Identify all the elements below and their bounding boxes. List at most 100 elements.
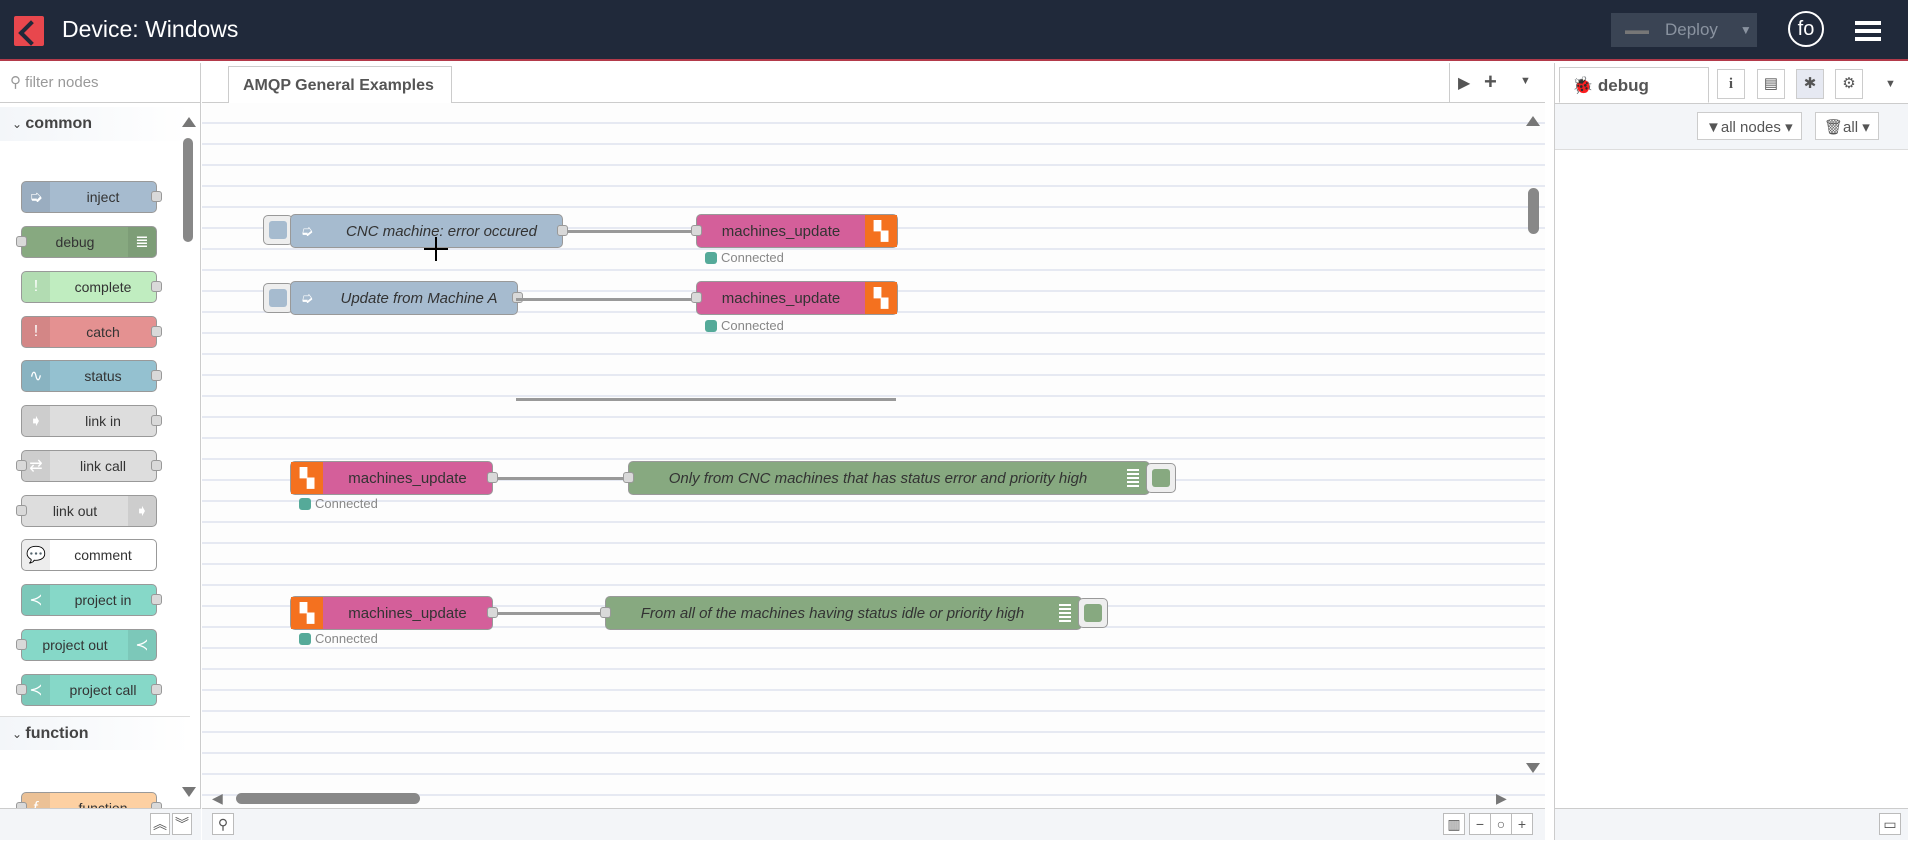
scroll-tabs-right-icon[interactable]: ▶ [1458, 75, 1471, 92]
input-port[interactable] [691, 292, 702, 303]
zoom-in-icon[interactable]: + [1511, 813, 1533, 835]
palette-node-project-in[interactable]: ≺ project in [21, 584, 162, 616]
inject-trigger-button[interactable] [263, 283, 293, 313]
scroll-down-icon[interactable] [182, 787, 196, 797]
bug-icon: 🐞 [1572, 76, 1598, 95]
input-port[interactable] [600, 607, 611, 618]
amqp-in-node[interactable]: ▚ machines_update [290, 461, 498, 495]
search-icon[interactable]: ⚲ [212, 813, 234, 835]
arrow-right-icon: ➭ [299, 290, 313, 307]
app-title: Device: Windows [62, 16, 239, 42]
input-port[interactable] [691, 225, 702, 236]
flow-canvas[interactable]: ➭ CNC machine: error occured machines_up… [202, 103, 1545, 808]
palette-node-project-call[interactable]: ≺ project call [16, 674, 162, 706]
output-port[interactable] [557, 225, 568, 236]
inject-trigger-button[interactable] [263, 215, 293, 245]
canvas-horizontal-scrollbar[interactable] [236, 793, 420, 804]
arrow-right-icon: ➭ [22, 182, 50, 212]
collapse-all-icon[interactable]: ︽ [150, 813, 170, 835]
category-common[interactable]: ⌄ common [0, 107, 190, 141]
pulse-icon: ∿ [22, 361, 50, 391]
trash-icon: 🗑 [1824, 119, 1844, 136]
debug-toggle-button[interactable] [1078, 598, 1108, 628]
tab-debug[interactable]: 🐞 debug [1559, 67, 1709, 103]
link-in-icon: ➧ [22, 406, 50, 436]
header: Device: Windows ▬▬ Deploy ▼ fo [0, 0, 1908, 61]
clear-label: all [1843, 119, 1859, 136]
category-label: common [25, 115, 93, 132]
deploy-button[interactable]: ▬▬ Deploy ▼ [1611, 13, 1757, 47]
zoom-reset-icon[interactable]: ○ [1490, 813, 1512, 835]
scroll-down-icon[interactable] [1526, 763, 1540, 773]
deploy-label: Deploy [1665, 20, 1718, 39]
status-dot-icon [299, 497, 311, 510]
output-port[interactable] [512, 292, 523, 303]
palette-node-link-out[interactable]: link out ➧ [16, 495, 157, 527]
input-port [16, 639, 27, 650]
book-icon[interactable]: ▤ [1757, 69, 1785, 99]
output-port [151, 281, 162, 292]
map-icon[interactable]: ▥ [1443, 813, 1465, 835]
palette-node-link-in[interactable]: ➧ link in [21, 405, 162, 437]
palette-node-status[interactable]: ∿ status [21, 360, 162, 392]
exclamation-icon: ! [22, 317, 50, 347]
palette-node-link-call[interactable]: ⇄ link call [16, 450, 162, 482]
node-label: comment [74, 547, 132, 563]
debug-node[interactable]: Only from CNC machines that has status e… [623, 461, 1150, 495]
palette-node-debug[interactable]: debug ≣ [16, 226, 157, 258]
node-label: debug [55, 234, 95, 250]
caret-down-icon[interactable]: ▼ [1739, 23, 1752, 37]
palette-node-complete[interactable]: ! complete [21, 271, 162, 303]
output-port[interactable] [487, 607, 498, 618]
deploy-icon: ▬▬ [1625, 23, 1649, 37]
clear-messages-button[interactable]: 🗑all ▾ [1815, 112, 1879, 140]
palette-node-inject[interactable]: ➭ inject [21, 181, 162, 213]
inject-node[interactable]: ➭ CNC machine: error occured [290, 214, 568, 248]
amqp-out-node[interactable]: machines_update ▚ [691, 281, 898, 315]
exclamation-icon: ! [22, 272, 50, 302]
inject-node[interactable]: ➭ Update from Machine A [290, 281, 523, 315]
workspace-tabs: AMQP General Examples ▶ + ▼ [202, 63, 1545, 104]
hamburger-menu-icon[interactable] [1855, 21, 1881, 41]
divider [1449, 63, 1450, 103]
filter-nodes-input[interactable]: ⚲ filter nodes [0, 63, 201, 103]
palette-node-catch[interactable]: ! catch [21, 316, 162, 348]
category-label: function [25, 725, 89, 742]
bug-icon[interactable]: ✱ [1796, 69, 1824, 99]
canvas-vertical-scrollbar[interactable] [1528, 188, 1539, 234]
palette-footer: ︽ ︾ [0, 808, 201, 840]
gear-icon[interactable]: ⚙ [1835, 69, 1863, 99]
status-text: Connected [721, 318, 784, 333]
output-port [151, 191, 162, 202]
scroll-up-icon[interactable] [1526, 116, 1540, 126]
user-avatar[interactable]: fo [1788, 11, 1824, 47]
scroll-right-icon[interactable]: ▶ [1496, 790, 1507, 806]
debug-toggle-button[interactable] [1146, 463, 1176, 493]
palette-node-comment[interactable]: 💬 comment [21, 539, 157, 571]
expand-all-icon[interactable]: ︾ [172, 813, 192, 835]
input-port[interactable] [623, 472, 634, 483]
amqp-out-node[interactable]: machines_update ▚ [691, 214, 898, 248]
monitor-icon[interactable]: ▭ [1879, 813, 1901, 835]
node-status: Connected [705, 318, 784, 333]
scroll-up-icon[interactable] [182, 117, 196, 127]
tab-amqp-general-examples[interactable]: AMQP General Examples [228, 66, 452, 104]
arrow-right-icon: ➭ [299, 223, 313, 240]
filter-nodes-select[interactable]: ▼all nodes ▾ [1697, 112, 1802, 140]
amqp-in-node[interactable]: ▚ machines_update [290, 596, 498, 630]
node-label: machines_update [721, 289, 841, 307]
scroll-left-icon[interactable]: ◀ [212, 790, 223, 806]
sidebar-menu-caret-icon[interactable]: ▼ [1885, 78, 1896, 90]
flow-list-caret-icon[interactable]: ▼ [1520, 75, 1531, 87]
palette-scrollbar[interactable] [183, 138, 193, 242]
search-icon: ⚲ [10, 74, 26, 91]
add-flow-icon[interactable]: + [1484, 69, 1497, 94]
zoom-out-icon[interactable]: − [1469, 813, 1491, 835]
output-port[interactable] [487, 472, 498, 483]
node-label: inject [86, 189, 120, 205]
category-function[interactable]: ⌄ function [0, 716, 190, 750]
palette-node-project-out[interactable]: project out ≺ [16, 629, 157, 661]
rabbitmq-icon: ▚ [865, 215, 897, 247]
debug-node[interactable]: From all of the machines having status i… [600, 596, 1082, 630]
info-icon[interactable]: i [1717, 69, 1745, 99]
